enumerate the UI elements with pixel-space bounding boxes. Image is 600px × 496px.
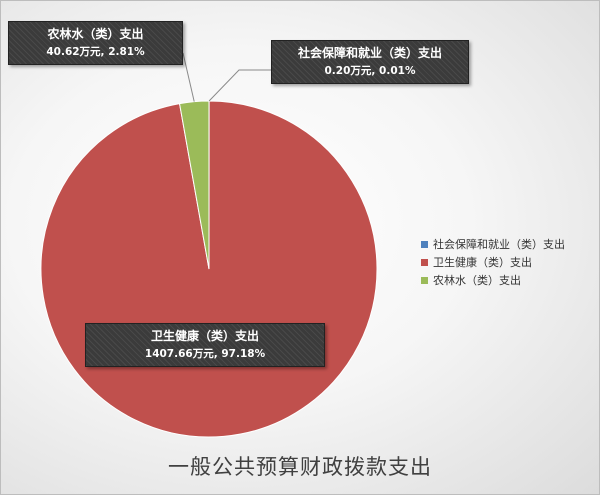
data-label-value: 0.20万元, 0.01% — [278, 62, 462, 80]
leader-line — [209, 70, 271, 101]
legend-item: 社会保障和就业（类）支出 — [421, 235, 565, 253]
data-label-health: 卫生健康（类）支出 1407.66万元, 97.18% — [85, 323, 325, 367]
legend-label: 社会保障和就业（类）支出 — [433, 236, 565, 252]
data-label-value: 40.62万元, 2.81% — [15, 43, 176, 61]
legend: 社会保障和就业（类）支出 卫生健康（类）支出 农林水（类）支出 — [421, 235, 565, 289]
legend-label: 卫生健康（类）支出 — [433, 254, 532, 270]
legend-swatch — [421, 277, 428, 284]
legend-item: 卫生健康（类）支出 — [421, 253, 565, 271]
legend-swatch — [421, 259, 428, 266]
legend-item: 农林水（类）支出 — [421, 271, 565, 289]
legend-swatch — [421, 241, 428, 248]
data-label-name: 卫生健康（类）支出 — [92, 327, 318, 345]
legend-label: 农林水（类）支出 — [433, 272, 521, 288]
chart-title: 一般公共预算财政拨款支出 — [1, 451, 599, 481]
data-label-social-security: 社会保障和就业（类）支出 0.20万元, 0.01% — [271, 40, 469, 84]
data-label-value: 1407.66万元, 97.18% — [92, 345, 318, 363]
data-label-agriculture: 农林水（类）支出 40.62万元, 2.81% — [8, 21, 183, 65]
data-label-name: 社会保障和就业（类）支出 — [278, 44, 462, 62]
leader-line — [183, 53, 194, 102]
data-label-name: 农林水（类）支出 — [15, 25, 176, 43]
